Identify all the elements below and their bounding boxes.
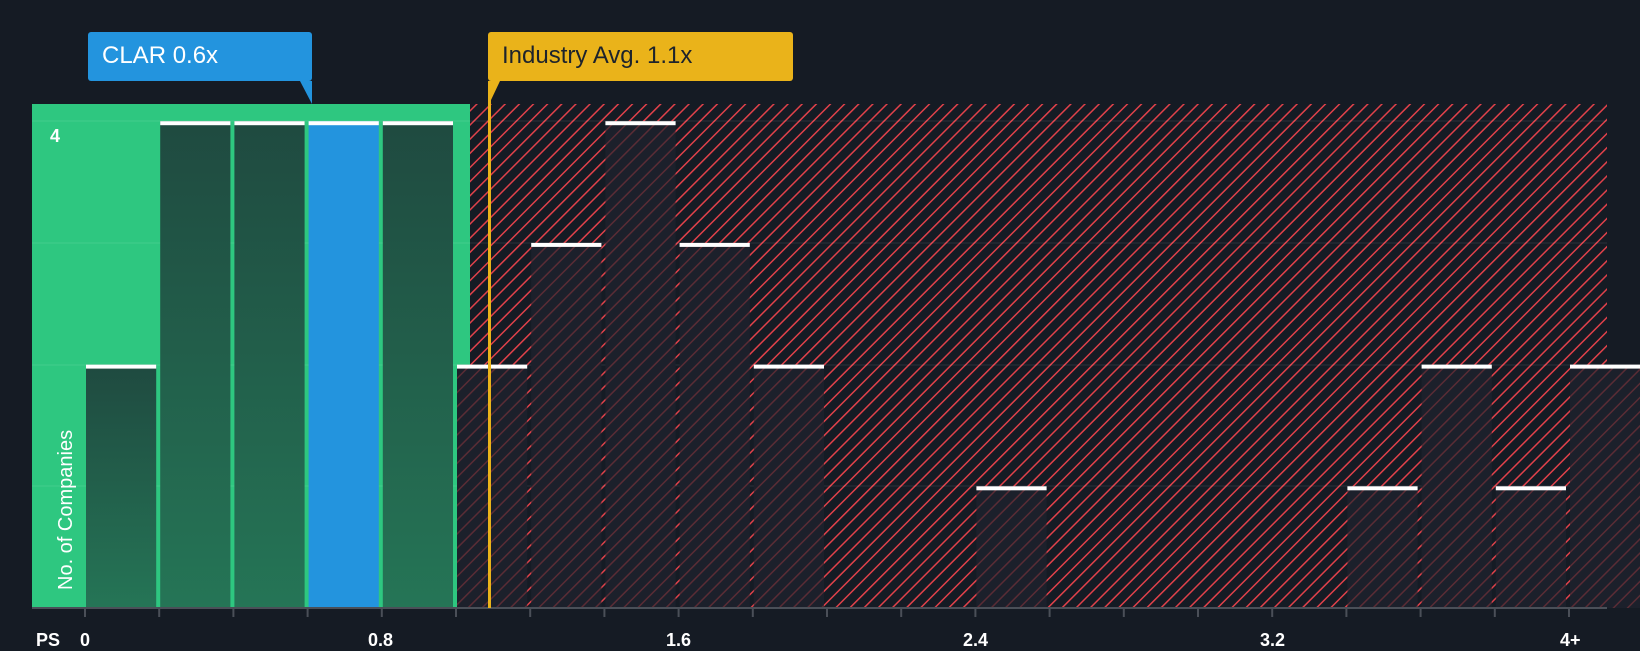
bar-cap <box>1570 364 1640 369</box>
company-pointer <box>300 81 312 104</box>
histogram-bar <box>1495 486 1566 608</box>
histogram-bar <box>234 121 305 608</box>
bar-cap <box>679 242 750 247</box>
y-tick-4: 4 <box>50 126 61 146</box>
industry-avg-label: Industry Avg. 1.1x <box>488 32 793 81</box>
histogram-bar <box>976 486 1047 608</box>
bar-cap <box>531 242 602 247</box>
bar-cap <box>605 121 676 126</box>
histogram-bar <box>457 364 528 608</box>
histogram-bar <box>160 121 231 608</box>
histogram-bar <box>308 121 379 608</box>
x-axis-prefix: PS <box>36 630 61 650</box>
y-axis-label: No. of Companies <box>55 429 77 590</box>
x-tick-2.4: 2.4 <box>963 630 989 650</box>
industry-pointer <box>488 81 500 100</box>
bar-cap <box>1421 364 1492 369</box>
bar-cap <box>160 121 231 126</box>
bar-cap <box>1495 486 1566 491</box>
histogram-bar <box>382 121 453 608</box>
bar-cap <box>976 486 1047 491</box>
industry-avg-line <box>488 81 491 608</box>
bar-cap <box>382 121 453 126</box>
x-tick-4plus: 4+ <box>1560 630 1581 650</box>
histogram-bar <box>1347 486 1418 608</box>
histogram-bar <box>86 364 157 608</box>
histogram-bar <box>679 242 750 608</box>
bar-cap <box>457 364 528 369</box>
company-ps-label: CLAR 0.6x <box>88 32 312 81</box>
histogram-bar <box>1570 364 1640 608</box>
bar-cap <box>753 364 824 369</box>
bar-cap <box>1347 486 1418 491</box>
bar-cap <box>86 364 157 369</box>
bar-cap <box>234 121 305 126</box>
bar-cap <box>308 121 379 126</box>
x-axis-ticks <box>84 608 1570 617</box>
x-tick-0: 0 <box>80 630 91 650</box>
histogram-bar <box>1421 364 1492 608</box>
x-tick-1.6: 1.6 <box>666 630 692 650</box>
histogram-bar <box>753 364 824 608</box>
x-tick-0.8: 0.8 <box>368 630 394 650</box>
x-tick-3.2: 3.2 <box>1260 630 1286 650</box>
histogram-bar <box>605 121 676 608</box>
histogram-bar <box>531 242 602 608</box>
histogram-bars <box>86 121 1640 608</box>
